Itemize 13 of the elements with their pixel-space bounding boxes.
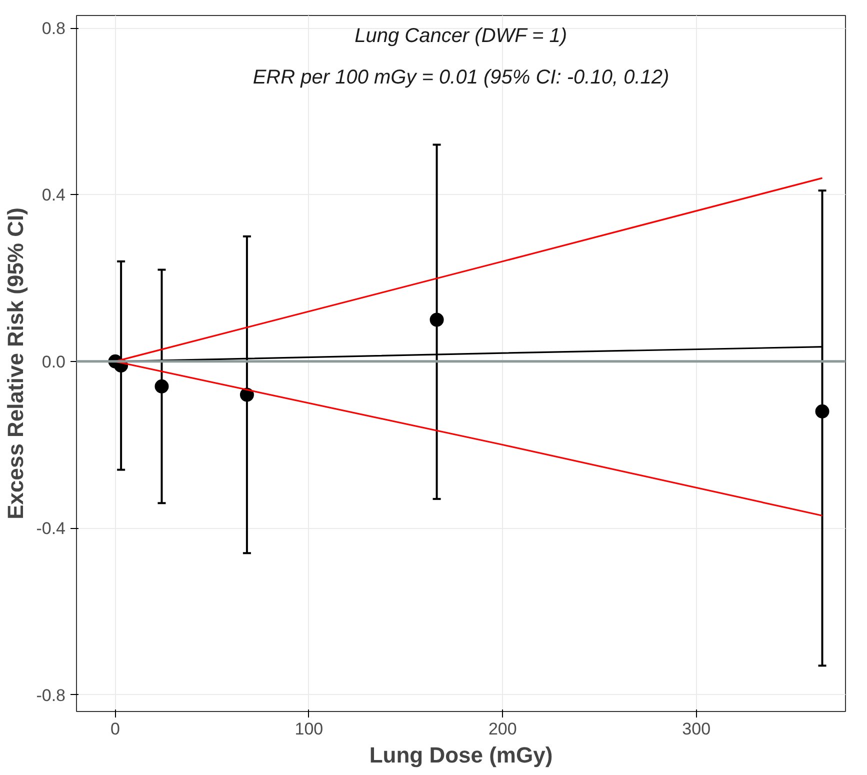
x-tick-label: 0 [110, 720, 120, 738]
x-tick-label: 200 [488, 720, 517, 738]
x-axis-title: Lung Dose (mGy) [369, 742, 553, 768]
y-tick-label: 0.8 [42, 19, 66, 38]
y-tick-label: -0.4 [36, 519, 66, 538]
y-axis-title: Excess Relative Risk (95% CI) [3, 208, 28, 520]
y-tick-label: 0.4 [42, 186, 66, 205]
annotation: Lung Cancer (DWF = 1) [354, 24, 568, 47]
annotation: ERR per 100 mGy = 0.01 (95% CI: -0.10, 0.12) [252, 66, 670, 89]
y-tick-label: 0.0 [42, 352, 66, 372]
y-tick-label: -0.8 [36, 686, 66, 705]
x-tick-label: 300 [682, 720, 711, 738]
x-tick-label: 100 [294, 720, 324, 738]
